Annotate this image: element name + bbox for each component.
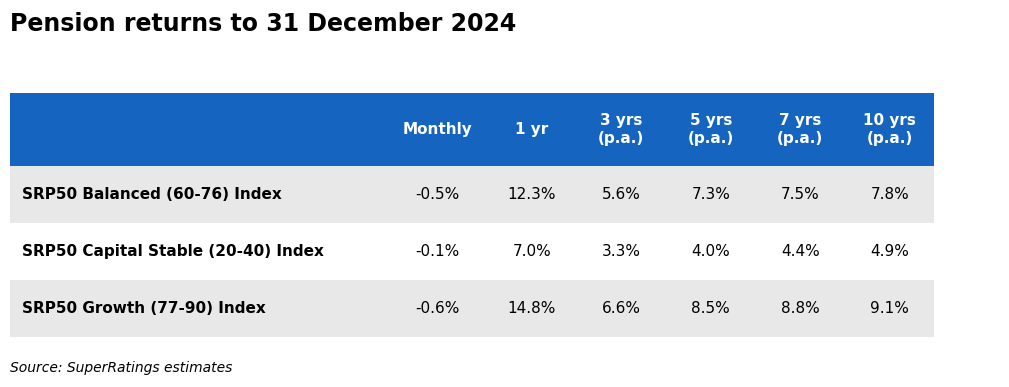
Text: 5 yrs
(p.a.): 5 yrs (p.a.) <box>688 113 734 146</box>
Text: Source: SuperRatings estimates: Source: SuperRatings estimates <box>10 361 232 375</box>
Text: 6.6%: 6.6% <box>601 301 641 316</box>
Text: -0.6%: -0.6% <box>416 301 460 316</box>
Text: 7.3%: 7.3% <box>691 187 731 202</box>
Text: 9.1%: 9.1% <box>870 301 909 316</box>
Text: -0.1%: -0.1% <box>416 244 459 259</box>
Text: 7 yrs
(p.a.): 7 yrs (p.a.) <box>777 113 823 146</box>
Text: 8.8%: 8.8% <box>781 301 819 316</box>
Text: Monthly: Monthly <box>403 122 472 137</box>
Text: Pension returns to 31 December 2024: Pension returns to 31 December 2024 <box>10 12 517 36</box>
Text: 14.8%: 14.8% <box>508 301 556 316</box>
Text: 7.0%: 7.0% <box>513 244 551 259</box>
Text: SRP50 Capital Stable (20-40) Index: SRP50 Capital Stable (20-40) Index <box>22 244 324 259</box>
Text: 8.5%: 8.5% <box>691 301 731 316</box>
Text: -0.5%: -0.5% <box>416 187 459 202</box>
Text: 4.4%: 4.4% <box>781 244 819 259</box>
Text: 3 yrs
(p.a.): 3 yrs (p.a.) <box>598 113 645 146</box>
Text: 4.9%: 4.9% <box>870 244 909 259</box>
Text: SRP50 Balanced (60-76) Index: SRP50 Balanced (60-76) Index <box>22 187 282 202</box>
Text: 1 yr: 1 yr <box>516 122 549 137</box>
Text: 7.8%: 7.8% <box>871 187 909 202</box>
Text: 7.5%: 7.5% <box>781 187 819 202</box>
Text: SRP50 Growth (77-90) Index: SRP50 Growth (77-90) Index <box>22 301 266 316</box>
Text: 12.3%: 12.3% <box>508 187 556 202</box>
Text: 10 yrs
(p.a.): 10 yrs (p.a.) <box>864 113 916 146</box>
Text: 5.6%: 5.6% <box>602 187 641 202</box>
Text: 4.0%: 4.0% <box>691 244 731 259</box>
Text: 3.3%: 3.3% <box>601 244 641 259</box>
